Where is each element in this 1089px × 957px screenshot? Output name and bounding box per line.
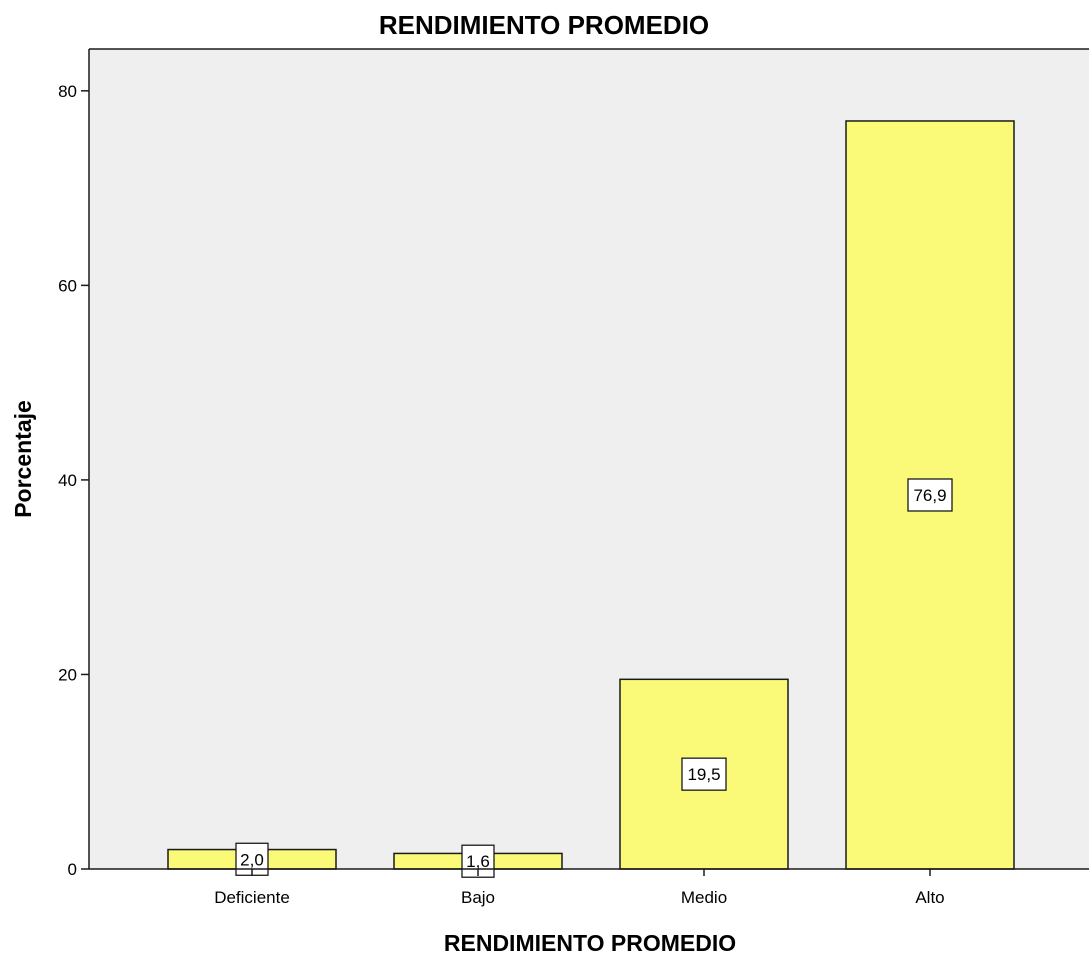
y-axis-label: Porcentaje xyxy=(10,400,36,518)
data-label-box xyxy=(681,757,727,791)
y-tick-label: 60 xyxy=(58,276,77,295)
data-label: 76,9 xyxy=(913,486,946,505)
y-tick-label: 0 xyxy=(68,860,77,879)
x-category-label: Medio xyxy=(681,888,727,907)
x-axis-label: RENDIMIENTO PROMEDIO xyxy=(444,930,736,956)
x-category-label: Bajo xyxy=(461,888,495,907)
chart-title: RENDIMIENTO PROMEDIO xyxy=(379,10,709,40)
data-label-box xyxy=(907,478,953,512)
y-tick-label: 40 xyxy=(58,471,77,490)
data-label: 19,5 xyxy=(687,765,720,784)
y-ticks-layer: 0 20 40 60 80 xyxy=(58,82,89,879)
y-tick-label: 80 xyxy=(58,82,77,101)
y-tick-label: 20 xyxy=(58,665,77,684)
data-label: 1,6 xyxy=(466,852,490,871)
data-labels-layer: 2,0 1,6 19,5 76,9 xyxy=(235,478,953,878)
x-ticks-layer: Deficiente Bajo Medio Alto xyxy=(214,869,945,907)
x-category-label: Deficiente xyxy=(214,888,290,907)
data-label: 2,0 xyxy=(240,850,264,869)
x-category-label: Alto xyxy=(915,888,944,907)
bar-medio xyxy=(619,678,789,870)
